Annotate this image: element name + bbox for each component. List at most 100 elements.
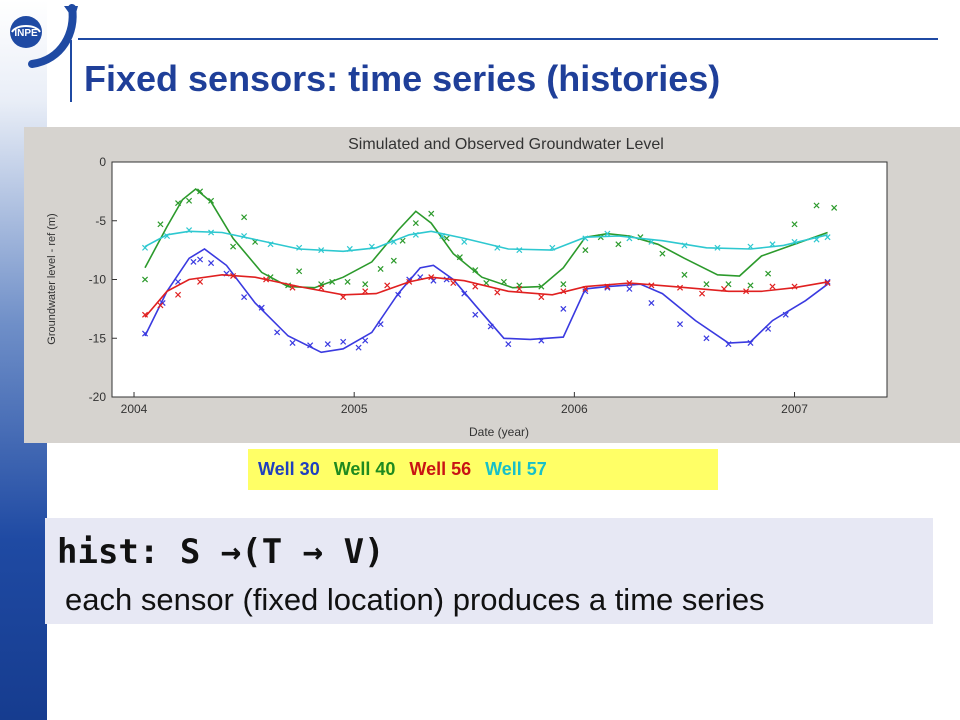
x-axis-label: Date (year)	[469, 425, 529, 439]
chart-title: Simulated and Observed Groundwater Level	[348, 136, 664, 153]
observed-point-well-56	[699, 290, 706, 297]
simulated-line-well-57	[144, 230, 828, 253]
observed-point-well-40	[208, 197, 215, 204]
observed-point-well-57	[267, 241, 274, 248]
observed-point-well-56	[340, 294, 347, 301]
observed-point-well-40	[329, 278, 336, 285]
observed-point-well-56	[472, 283, 479, 290]
observed-point-well-57	[516, 247, 523, 254]
observed-point-well-40	[428, 210, 435, 217]
series-legend: Well 30 Well 40 Well 56 Well 57	[248, 449, 718, 490]
observed-point-well-40	[500, 278, 507, 285]
y-tick-label: -20	[89, 390, 107, 404]
observed-point-well-57	[769, 241, 776, 248]
x-tick-label: 2006	[561, 402, 588, 416]
observed-point-well-30	[582, 288, 589, 295]
observed-point-well-57	[186, 227, 193, 234]
observed-point-well-56	[516, 285, 523, 292]
observed-point-well-30	[648, 299, 655, 307]
observed-point-well-30	[505, 341, 512, 348]
observed-point-well-30	[626, 285, 633, 292]
observed-point-well-40	[267, 274, 274, 281]
observed-point-well-56	[626, 280, 633, 287]
observed-point-well-40	[344, 278, 351, 285]
slide-title: Fixed sensors: time series (histories)	[84, 58, 721, 99]
observed-point-well-56	[197, 278, 204, 285]
observed-point-well-40	[399, 237, 406, 244]
observed-point-well-57	[604, 230, 611, 237]
observed-point-well-56	[743, 288, 750, 295]
observed-point-well-57	[494, 244, 501, 251]
observed-point-well-40	[175, 200, 182, 207]
observed-point-well-40	[538, 283, 545, 290]
observed-point-well-57	[549, 244, 556, 251]
observed-point-well-40	[362, 281, 369, 288]
observed-point-well-56	[824, 280, 831, 287]
simulated-line-well-40	[144, 187, 828, 289]
observed-point-well-30	[703, 335, 710, 342]
observed-point-well-30	[430, 277, 437, 284]
observed-point-well-57	[208, 229, 215, 236]
observed-point-well-57	[626, 235, 633, 242]
observed-point-well-56	[648, 282, 655, 289]
observed-point-well-56	[721, 285, 728, 292]
legend-item-well-30: Well 30	[258, 459, 320, 479]
observed-point-well-56	[677, 284, 684, 291]
observed-point-well-57	[296, 244, 303, 251]
observed-point-well-40	[747, 282, 754, 289]
observed-point-well-56	[175, 291, 182, 298]
observed-point-well-57	[164, 233, 171, 240]
observed-point-well-30	[258, 304, 265, 311]
x-tick-label: 2004	[121, 402, 148, 416]
observed-point-well-57	[582, 235, 589, 242]
observed-point-well-57	[390, 238, 397, 245]
observed-point-well-40	[377, 265, 384, 272]
observed-point-well-30	[289, 339, 296, 346]
observed-point-well-56	[230, 272, 237, 279]
observed-point-well-30	[362, 337, 369, 344]
observed-point-well-40	[186, 197, 193, 204]
y-tick-label: -10	[89, 273, 107, 287]
observed-point-well-57	[747, 243, 754, 250]
observed-point-well-57	[813, 236, 820, 243]
observed-point-well-56	[289, 284, 296, 291]
legend-item-well-57: Well 57	[485, 459, 547, 479]
observed-point-well-30	[142, 330, 149, 337]
observed-point-well-40	[412, 220, 419, 227]
observed-point-well-56	[604, 283, 611, 290]
observed-point-well-30	[747, 339, 754, 346]
groundwater-chart: Simulated and Observed Groundwater Level…	[46, 136, 888, 439]
observed-point-well-56	[428, 274, 435, 281]
observed-point-well-57	[412, 231, 419, 238]
observed-point-well-57	[824, 234, 831, 241]
observed-point-well-30	[560, 305, 567, 312]
hist-description: each sensor (fixed location) produces a …	[65, 582, 765, 617]
observed-point-well-40	[560, 281, 567, 288]
observed-point-well-56	[362, 288, 369, 295]
observed-point-well-30	[324, 341, 331, 348]
observed-point-well-30	[307, 342, 314, 349]
observed-point-well-30	[340, 338, 347, 345]
simulated-line-well-56	[144, 273, 828, 318]
observed-point-well-30	[241, 294, 248, 301]
title-top-rule	[78, 38, 938, 40]
observed-point-well-30	[725, 341, 732, 348]
observed-point-well-30	[487, 323, 494, 330]
observed-point-well-30	[461, 290, 468, 297]
hist-signature: hist: S →(T → V)	[57, 532, 385, 572]
observed-point-well-30	[472, 311, 479, 318]
observed-point-well-40	[157, 221, 164, 228]
observed-point-well-40	[791, 221, 798, 228]
observed-point-well-40	[296, 268, 303, 275]
observed-point-well-57	[368, 243, 375, 250]
observed-point-well-40	[703, 281, 710, 288]
observed-point-well-57	[346, 245, 353, 252]
observed-point-well-30	[197, 256, 204, 263]
y-tick-label: -15	[89, 331, 107, 345]
observed-point-well-40	[725, 281, 732, 288]
y-axis-label: Groundwater level - ref (m)	[46, 213, 58, 344]
observed-point-well-40	[197, 188, 204, 195]
legend-item-well-40: Well 40	[333, 459, 396, 479]
y-tick-label: 0	[99, 155, 106, 169]
observed-point-well-57	[439, 233, 446, 240]
